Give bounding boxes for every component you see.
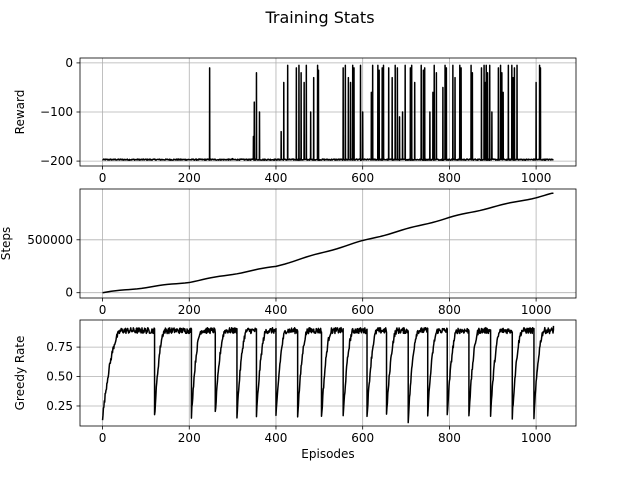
x-tick-label: 400 <box>265 431 288 445</box>
x-tick-label: 600 <box>351 171 374 185</box>
series-line <box>101 325 555 424</box>
y-tick-label: 500000 <box>27 233 73 247</box>
x-axis-label: Episodes <box>301 447 354 461</box>
y-axis-label: Steps <box>0 227 13 261</box>
x-tick-label: 200 <box>178 171 201 185</box>
x-tick-label: 200 <box>178 431 201 445</box>
y-tick-label: 0.50 <box>46 370 73 384</box>
x-tick-label: 400 <box>265 303 288 317</box>
x-tick-label: 400 <box>265 171 288 185</box>
x-tick-label: 800 <box>438 431 461 445</box>
x-tick-label: 600 <box>351 303 374 317</box>
y-tick-label: 0.75 <box>46 340 73 354</box>
series-line <box>102 192 554 294</box>
series-line <box>102 64 554 162</box>
x-tick-label: 200 <box>178 303 201 317</box>
x-tick-label: 0 <box>99 303 107 317</box>
y-tick-label: 0.25 <box>46 399 73 413</box>
y-tick-label: −100 <box>40 105 73 119</box>
x-tick-label: 1000 <box>521 431 552 445</box>
x-tick-label: 1000 <box>521 171 552 185</box>
axes-frame <box>79 319 577 427</box>
reward-subplot: 0 200 400 600 800 1000 0 −100 −200 Reward <box>13 56 577 185</box>
y-axis-label: Reward <box>13 90 27 135</box>
x-tick-label: 800 <box>438 303 461 317</box>
y-axis-label: Greedy Rate <box>13 336 27 411</box>
x-tick-label: 600 <box>351 431 374 445</box>
y-tick-label: 0 <box>65 56 73 70</box>
axes-frame <box>79 188 577 299</box>
y-tick-label: −200 <box>40 154 73 168</box>
x-tick-label: 0 <box>99 431 107 445</box>
y-tick-label: 0 <box>65 286 73 300</box>
greedy-rate-subplot: 0 200 400 600 800 1000 0.25 0.50 0.75 Greedy Rate… <box>13 319 577 461</box>
figure-title: Training Stats <box>264 8 374 27</box>
x-tick-label: 800 <box>438 171 461 185</box>
steps-subplot: 0 200 400 600 800 1000 0 500000 Steps <box>0 188 577 317</box>
x-tick-label: 0 <box>99 171 107 185</box>
x-tick-label: 1000 <box>521 303 552 317</box>
